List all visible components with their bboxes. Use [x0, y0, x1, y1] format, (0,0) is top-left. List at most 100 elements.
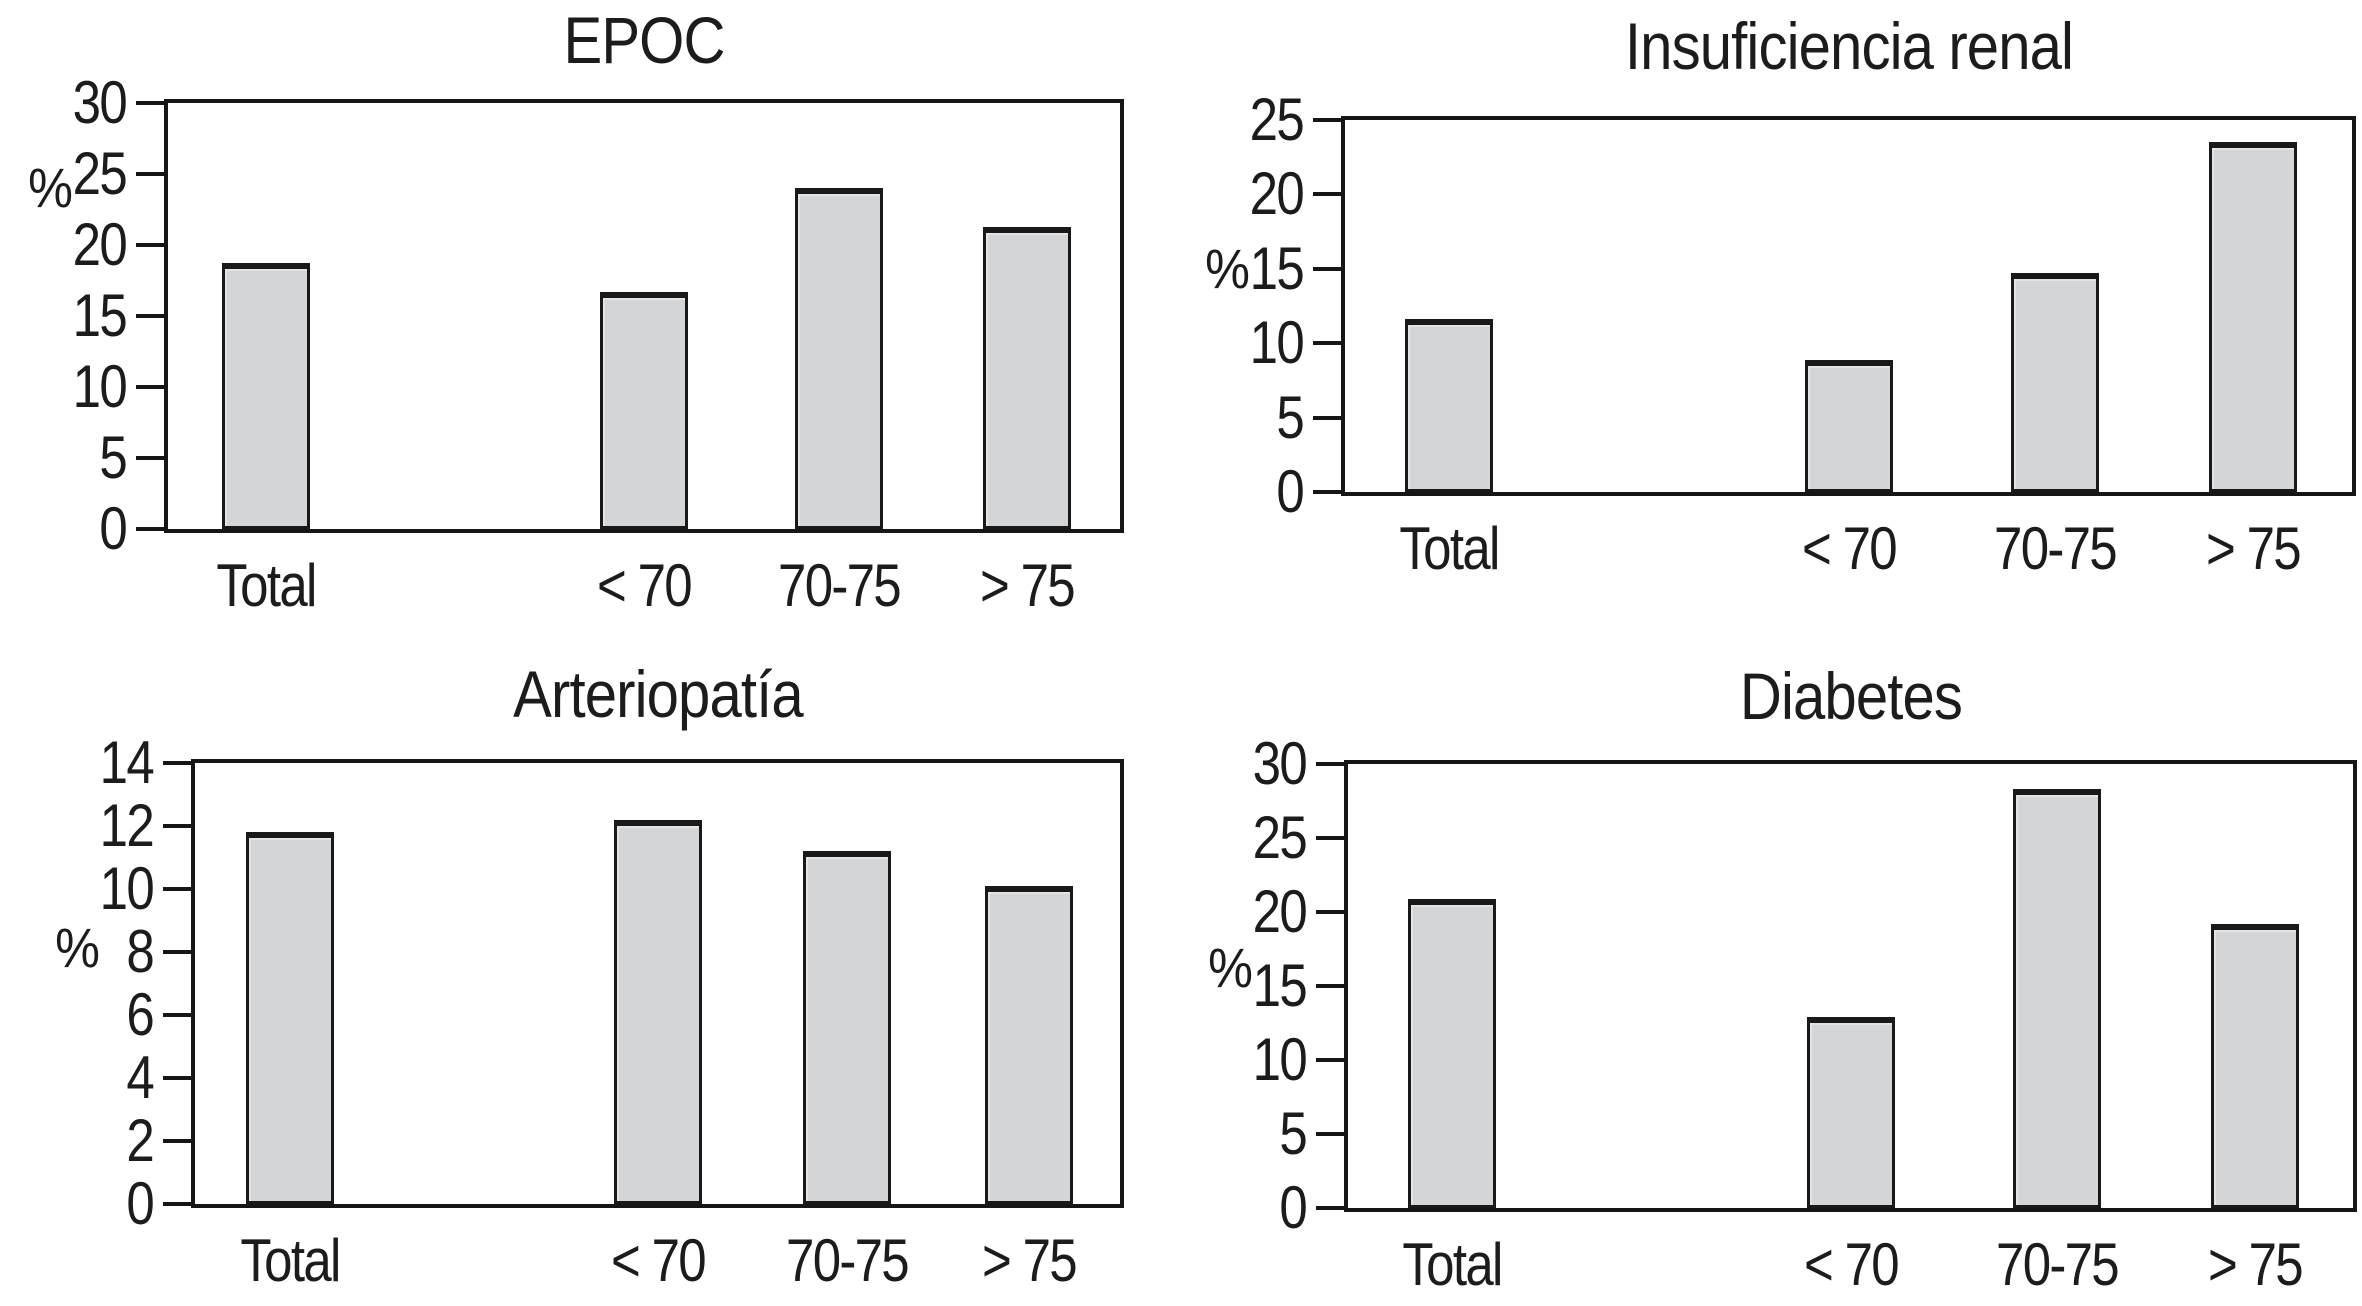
y-axis-tick — [163, 1202, 195, 1206]
y-axis-tick-label: 15 — [1252, 952, 1308, 1019]
bar — [1404, 319, 1493, 492]
y-axis-tick — [163, 761, 195, 765]
bar — [985, 885, 1074, 1204]
y-axis-tick — [136, 456, 168, 460]
y-axis-tick — [1316, 910, 1348, 914]
y-axis-percent-label: % — [1205, 236, 1250, 300]
y-axis-tick-label: 0 — [1276, 458, 1304, 525]
bar — [1806, 1017, 1895, 1208]
y-axis-tick — [1316, 1206, 1348, 1210]
y-axis-tick-label: 5 — [1276, 383, 1304, 451]
y-axis-tick-label: 10 — [1249, 309, 1305, 377]
x-axis-category-label: Total — [1399, 515, 1500, 582]
x-axis-category-label: > 75 — [979, 552, 1076, 619]
bar — [2209, 142, 2298, 492]
y-axis-tick — [163, 1139, 195, 1143]
y-axis-tick — [1313, 490, 1345, 494]
x-axis-category-label: < 70 — [610, 1227, 707, 1294]
y-axis-tick — [163, 1013, 195, 1017]
y-axis-tick-label: 0 — [99, 495, 127, 562]
x-axis-category-label: Total — [1401, 1231, 1503, 1298]
y-axis-tick-label: 0 — [1279, 1174, 1307, 1241]
chart-title: EPOC — [563, 3, 725, 77]
y-axis-tick — [1316, 984, 1348, 988]
x-axis-category-label: < 70 — [1803, 1231, 1900, 1298]
x-axis-category-label: > 75 — [982, 1227, 1078, 1294]
y-axis-tick — [136, 172, 168, 176]
bar — [982, 226, 1071, 529]
y-axis-tick-label: 14 — [99, 729, 155, 796]
y-axis-tick — [1313, 341, 1345, 346]
bar — [246, 832, 335, 1204]
y-axis-tick — [136, 101, 168, 105]
y-axis-tick-label: 20 — [1252, 878, 1308, 945]
y-axis-tick-label: 15 — [72, 282, 128, 349]
bar — [2210, 923, 2299, 1208]
y-axis-percent-label: % — [1208, 936, 1253, 1000]
x-axis-category-label: < 70 — [597, 552, 693, 619]
y-axis-tick — [1316, 762, 1348, 766]
y-axis-tick-label: 20 — [1249, 160, 1305, 228]
y-axis-tick — [1313, 118, 1345, 122]
y-axis-tick — [1313, 415, 1345, 420]
x-axis-category-label: 70-75 — [1993, 515, 2118, 582]
y-axis-tick-label: 30 — [1252, 730, 1308, 797]
y-axis-tick-label: 0 — [126, 1170, 154, 1237]
y-axis-percent-label: % — [55, 916, 100, 980]
y-axis-tick-label: 25 — [72, 140, 128, 207]
y-axis-tick — [136, 527, 168, 531]
y-axis-tick-label: 20 — [72, 211, 128, 278]
x-axis-category-label: > 75 — [2207, 1231, 2304, 1298]
y-axis-tick — [1316, 836, 1348, 840]
y-axis-tick — [1313, 266, 1345, 271]
y-axis-tick — [136, 385, 168, 389]
y-axis-tick — [163, 1076, 195, 1080]
y-axis-percent-label: % — [28, 156, 73, 220]
chart-title: Insuficiencia renal — [1624, 9, 2073, 83]
chart-title: Diabetes — [1739, 659, 1962, 733]
chart-title: Arteriopatía — [512, 657, 804, 731]
y-axis-tick — [136, 243, 168, 247]
bar — [1407, 898, 1496, 1208]
bar — [2010, 273, 2099, 492]
bar — [222, 263, 311, 529]
y-axis-tick-label: 15 — [1249, 234, 1305, 302]
y-axis-tick-label: 10 — [72, 353, 128, 420]
y-axis-tick-label: 30 — [72, 69, 128, 136]
x-axis-category-label: < 70 — [1801, 515, 1898, 582]
y-axis-tick-label: 10 — [99, 855, 155, 922]
y-axis-tick — [136, 314, 168, 318]
y-axis-tick-label: 4 — [126, 1044, 154, 1111]
y-axis-tick-label: 12 — [99, 792, 155, 859]
y-axis-tick-label: 6 — [126, 981, 154, 1048]
x-axis-category-label: 70-75 — [778, 552, 902, 619]
y-axis-tick-label: 10 — [1252, 1026, 1308, 1093]
bar — [613, 819, 702, 1204]
y-axis-tick — [163, 950, 195, 954]
y-axis-tick-label: 25 — [1249, 86, 1305, 153]
y-axis-tick-label: 8 — [126, 918, 154, 985]
y-axis-tick-label: 2 — [126, 1107, 154, 1174]
x-axis-category-label: 70-75 — [786, 1227, 910, 1294]
bar — [803, 851, 892, 1204]
bar — [795, 188, 884, 529]
bar — [600, 291, 688, 529]
x-axis-category-label: 70-75 — [1995, 1231, 2120, 1298]
x-axis-category-label: Total — [240, 1227, 342, 1294]
y-axis-tick — [163, 887, 195, 891]
y-axis-tick-label: 5 — [1279, 1100, 1307, 1167]
y-axis-tick-label: 25 — [1252, 804, 1308, 871]
y-axis-tick — [163, 824, 195, 828]
y-axis-tick-label: 5 — [99, 424, 127, 491]
y-axis-tick — [1313, 192, 1345, 197]
y-axis-tick — [1316, 1058, 1348, 1062]
bar — [1804, 359, 1893, 492]
x-axis-category-label: > 75 — [2206, 515, 2302, 582]
y-axis-tick — [1316, 1132, 1348, 1136]
x-axis-category-label: Total — [216, 552, 317, 619]
